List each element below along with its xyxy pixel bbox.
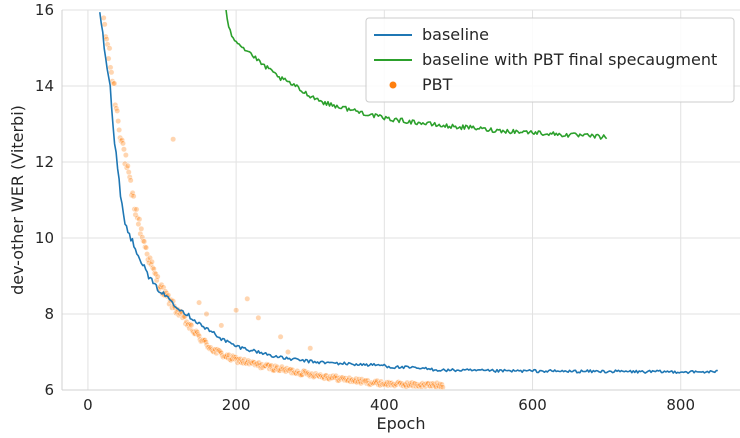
pbt-point xyxy=(118,138,124,144)
pbt-point xyxy=(285,349,291,355)
legend-label-baseline-pbt-specaugment: baseline with PBT final specaugment xyxy=(422,50,717,69)
plot-frame xyxy=(61,10,740,391)
pbt-point xyxy=(117,134,123,141)
pbt-point xyxy=(133,206,140,213)
pbt-point xyxy=(154,273,161,280)
series-pbt xyxy=(100,0,446,390)
y-tick-label: 8 xyxy=(44,305,54,323)
pbt-point xyxy=(103,36,110,42)
x-axis-label: Epoch xyxy=(377,414,426,433)
pbt-point xyxy=(129,190,136,196)
legend-swatch-pbt xyxy=(389,81,397,89)
pbt-point xyxy=(196,332,202,339)
pbt-point xyxy=(255,314,262,321)
pbt-point xyxy=(135,221,142,228)
x-tick-label: 0 xyxy=(83,396,93,414)
legend-label-baseline: baseline xyxy=(422,25,489,44)
pbt-point xyxy=(137,230,144,237)
pbt-point xyxy=(100,14,107,21)
pbt-point xyxy=(218,322,225,329)
legend-box xyxy=(365,17,735,103)
pbt-point xyxy=(123,164,130,171)
y-axis-label: dev-other WER (Viterbi) xyxy=(8,105,27,295)
legend-label-pbt: PBT xyxy=(422,75,453,94)
pbt-point xyxy=(148,258,155,265)
pbt-point xyxy=(119,137,125,143)
pbt-point xyxy=(124,162,131,169)
pbt-point xyxy=(200,337,206,343)
pbt-point xyxy=(121,146,127,153)
pbt-point xyxy=(229,352,236,359)
pbt-point xyxy=(233,307,240,314)
pbt-point xyxy=(253,360,260,367)
pbt-point xyxy=(153,277,160,284)
plot-area xyxy=(99,0,718,390)
pbt-point xyxy=(125,169,132,176)
legend: baseline baseline with PBT final specaug… xyxy=(365,17,735,103)
pbt-point xyxy=(217,348,224,355)
x-tick-label: 800 xyxy=(666,396,695,414)
pbt-point xyxy=(277,333,284,340)
pbt-point xyxy=(120,140,126,147)
y-tick-label: 16 xyxy=(35,1,54,19)
x-tick-label: 600 xyxy=(518,396,547,414)
pbt-point xyxy=(439,384,446,390)
pbt-point xyxy=(126,174,133,180)
pbt-point xyxy=(130,193,137,200)
pbt-point xyxy=(149,264,156,271)
x-tick-labels: 0 200 400 600 800 xyxy=(83,396,695,414)
pbt-point xyxy=(140,238,147,244)
pbt-point xyxy=(122,152,129,158)
pbt-point xyxy=(267,363,274,370)
pbt-point xyxy=(141,238,148,245)
pbt-point xyxy=(107,64,114,71)
y-tick-label: 10 xyxy=(35,229,54,247)
pbt-point xyxy=(307,345,314,352)
pbt-point xyxy=(106,45,113,52)
x-tick-label: 200 xyxy=(222,396,251,414)
series-baseline-pbt-specaugment-line xyxy=(225,10,608,140)
pbt-point xyxy=(108,69,115,76)
pbt-point xyxy=(131,206,138,213)
pbt-point xyxy=(112,102,119,108)
series-baseline-line xyxy=(99,12,718,375)
y-tick-label: 6 xyxy=(44,381,54,399)
pbt-point xyxy=(111,80,118,87)
pbt-point xyxy=(193,328,200,334)
pbt-point xyxy=(100,0,105,1)
pbt-point xyxy=(116,127,123,133)
pbt-point xyxy=(127,177,134,184)
pbt-point xyxy=(244,295,251,302)
pbt-point xyxy=(203,311,210,317)
pbt-point xyxy=(188,322,195,329)
pbt-point xyxy=(196,299,202,306)
pbt-point xyxy=(138,225,145,232)
pbt-point xyxy=(151,270,158,277)
y-tick-label: 12 xyxy=(35,153,54,171)
y-tick-label: 14 xyxy=(35,77,54,95)
pbt-point xyxy=(143,244,150,251)
pbt-point xyxy=(170,136,177,143)
pbt-point xyxy=(139,234,146,241)
pbt-point xyxy=(187,321,194,328)
pbt-point xyxy=(115,118,122,124)
pbt-point xyxy=(205,344,212,351)
pbt-point xyxy=(224,352,230,358)
pbt-point xyxy=(136,216,143,223)
y-tick-labels: 6 8 10 12 14 16 xyxy=(35,1,54,399)
pbt-point xyxy=(101,21,108,28)
pbt-point xyxy=(114,107,121,114)
pbt-point xyxy=(142,244,149,250)
x-tick-label: 400 xyxy=(370,396,399,414)
